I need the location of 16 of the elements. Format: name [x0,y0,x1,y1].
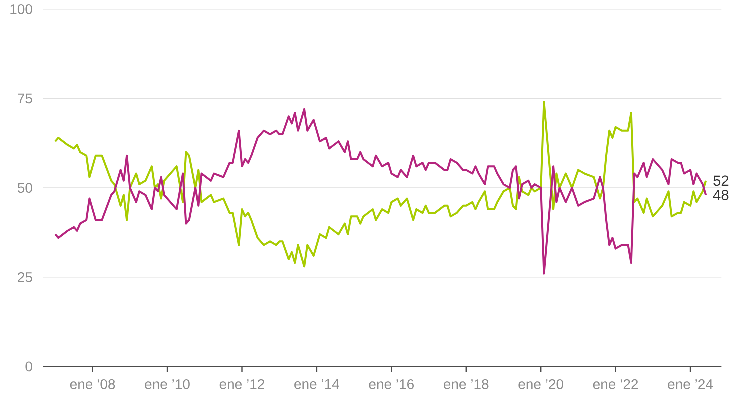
annotation: 48 [713,190,729,201]
x-tick-label: ene ’10 [145,380,190,390]
x-tick-label: ene ’24 [668,380,714,390]
y-tick-label: 50 [18,183,32,194]
y-tick-label: 0 [26,362,32,372]
y-tick-label: 75 [18,94,32,104]
x-tick-label: ene ’20 [518,380,564,390]
x-tick-label: ene ’22 [593,380,638,390]
x-tick-label: ene ’14 [294,380,340,390]
x-tick-label: ene ’08 [70,380,116,390]
x-tick-label: ene ’12 [220,380,264,390]
x-tick-label: ene ’18 [444,380,489,390]
y-tick-label: 100 [10,4,32,14]
annotation: 52 [714,176,729,186]
y-tick-label: 25 [18,272,32,282]
x-tick-label: ene ’16 [369,380,414,390]
